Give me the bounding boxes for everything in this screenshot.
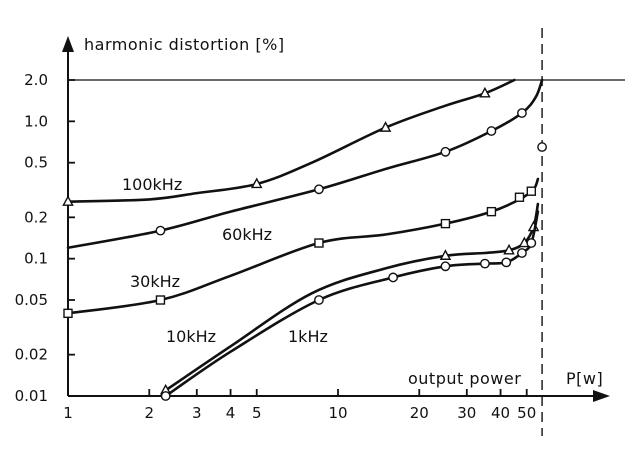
reference-lines (68, 28, 625, 436)
data-point-30khz (514, 192, 525, 202)
data-point-10khz (503, 243, 515, 255)
series-label-1khz: 1kHz (288, 327, 328, 346)
series-line-10khz (164, 202, 540, 392)
x-tick-label: 50 (517, 404, 536, 422)
data-point-30khz (155, 295, 166, 305)
data-point-30khz (526, 186, 537, 196)
data-point-30khz (486, 206, 497, 217)
x-tick-label: 5 (252, 404, 262, 422)
data-point-1khz (440, 261, 451, 272)
series-60khz (66, 78, 547, 250)
data-point-1khz (479, 258, 490, 269)
y-tick-label: 1.0 (24, 112, 48, 130)
series-line-100khz (66, 78, 516, 203)
data-point-60khz (517, 108, 527, 118)
series-line-60khz (66, 78, 544, 250)
series-100khz (62, 78, 516, 206)
x-axis-title: output power (408, 369, 521, 388)
data-point-100khz (62, 195, 74, 206)
ticks: 1 2 3 4 5 10 20 30 40 50 0.01 0.02 0.05 0.1 0.2 0.5 1.0 2… (15, 71, 537, 422)
data-point-1khz (314, 295, 324, 305)
series-10khz (159, 202, 540, 395)
axes: harmonic distortion [%] output power P[w… (62, 35, 610, 402)
x-tick-label: 40 (491, 404, 510, 422)
data-point-1khz (160, 391, 171, 401)
data-point-1khz (501, 257, 512, 268)
x-tick-label: 4 (226, 404, 236, 422)
series-1khz (160, 210, 540, 401)
data-point-100khz (250, 177, 263, 189)
series-labels: 100kHz 60kHz 30kHz 10kHz 1kHz (122, 175, 328, 346)
x-axis-arrow (593, 390, 610, 402)
series-label-30khz: 30kHz (130, 272, 180, 291)
y-tick-label: 0.5 (24, 154, 48, 172)
y-tick-label: 0.02 (15, 346, 48, 364)
data-point-60khz (537, 142, 547, 152)
data-point-10khz (439, 249, 452, 260)
series-label-10khz: 10kHz (166, 327, 216, 346)
data-point-1khz (388, 272, 399, 283)
y-tick-label: 0.2 (24, 208, 48, 226)
series-line-30khz (66, 177, 540, 315)
x-tick-label: 3 (192, 404, 202, 422)
y-axis-arrow (62, 36, 74, 52)
data-point-60khz (486, 126, 497, 136)
data-point-100khz (479, 86, 491, 98)
y-tick-label: 2.0 (24, 71, 48, 89)
y-tick-label: 0.01 (15, 387, 48, 405)
series-label-60khz: 60kHz (222, 225, 272, 244)
x-tick-label: 2 (145, 404, 155, 422)
series-30khz (63, 177, 540, 319)
data-point-100khz (379, 121, 392, 132)
series-label-100khz: 100kHz (122, 175, 182, 194)
y-tick-label: 0.05 (15, 291, 48, 309)
data-point-30khz (314, 238, 324, 248)
y-axis-title: harmonic distortion [%] (84, 35, 285, 54)
y-tick-label: 0.1 (24, 250, 48, 268)
data-point-60khz (155, 225, 166, 236)
data-point-30khz (440, 218, 451, 229)
data-point-30khz (63, 308, 73, 319)
series-group (62, 78, 547, 401)
data-point-60khz (314, 184, 324, 195)
data-point-1khz (517, 248, 527, 258)
x-tick-label: 10 (328, 404, 347, 422)
x-axis-unit-label: P[w] (566, 369, 603, 388)
data-point-60khz (440, 146, 451, 157)
x-tick-label: 30 (457, 404, 476, 422)
data-point-1khz (526, 238, 537, 248)
series-line-1khz (164, 210, 540, 398)
x-tick-label: 20 (410, 404, 429, 422)
x-tick-label: 1 (63, 404, 73, 422)
